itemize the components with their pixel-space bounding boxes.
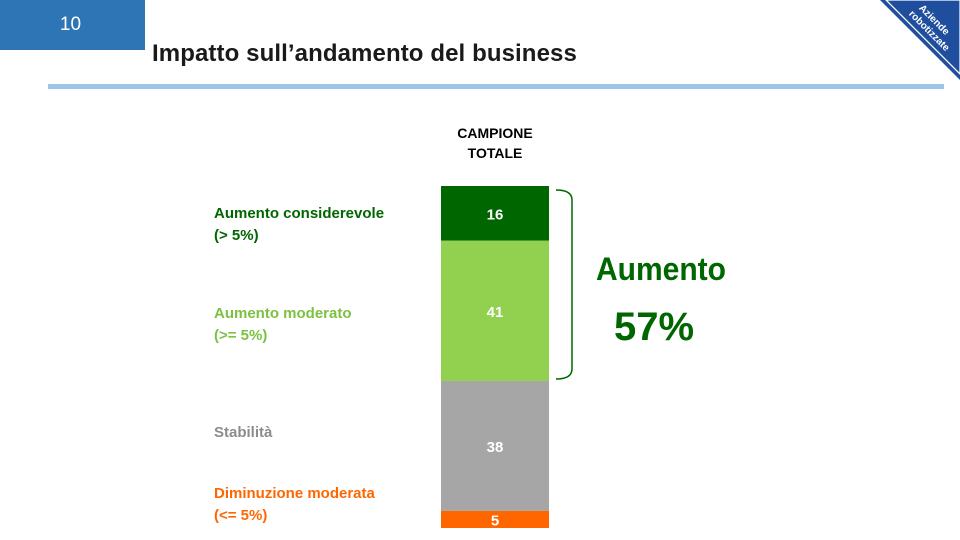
category-label: Aumento moderato bbox=[214, 305, 352, 322]
bar-segment bbox=[441, 186, 549, 241]
data-label: 16 bbox=[487, 206, 504, 223]
bar-segment bbox=[441, 510, 549, 528]
bracket bbox=[555, 189, 573, 380]
slide-number: 10 bbox=[59, 14, 82, 35]
column-header-line: TOTALE bbox=[468, 145, 523, 161]
category-label: Aumento considerevole bbox=[214, 205, 384, 222]
page-title: Impatto sull’andamento del business bbox=[152, 40, 577, 67]
data-label: 41 bbox=[487, 304, 504, 321]
bar-segment bbox=[441, 240, 549, 381]
category-label: (<= 5%) bbox=[214, 507, 267, 524]
category-label: (>= 5%) bbox=[214, 327, 267, 344]
annotation-value: 57% bbox=[614, 305, 694, 349]
category-label: Stabilità bbox=[214, 424, 273, 441]
title-divider bbox=[48, 84, 944, 89]
data-label: 38 bbox=[487, 439, 504, 456]
annotation-label: Aumento bbox=[596, 251, 726, 287]
column-header-line: CAMPIONE bbox=[457, 125, 532, 141]
bar-segment bbox=[441, 380, 549, 511]
data-label: 5 bbox=[491, 512, 499, 529]
corner-tag: Aziende robotizzate bbox=[880, 0, 960, 80]
category-label: Diminuzione moderata bbox=[214, 485, 376, 502]
slide-number-badge: 10 bbox=[0, 0, 145, 50]
category-label: (> 5%) bbox=[214, 227, 259, 244]
